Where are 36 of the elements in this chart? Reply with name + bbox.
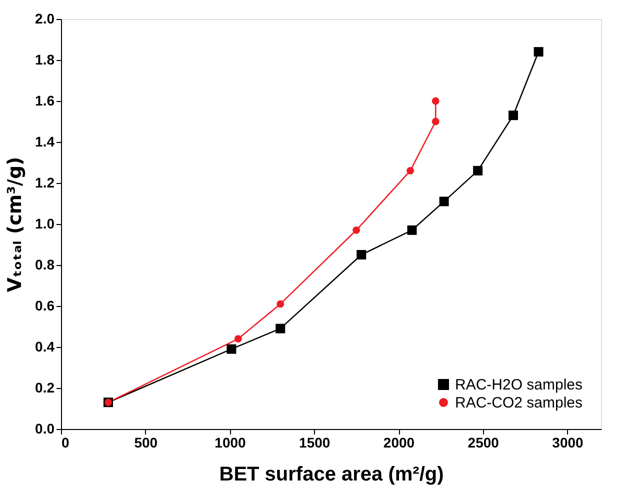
legend-label: RAC-CO2 samples (455, 394, 583, 412)
y-tick-label: 0.4 (35, 338, 55, 354)
y-tick-label: 0.6 (35, 298, 55, 314)
point (439, 196, 449, 206)
point (473, 166, 483, 176)
y-tick-label: 1.0 (35, 216, 55, 232)
x-tick-label: 2000 (383, 434, 415, 450)
x-tick-label: 0 (62, 434, 70, 450)
x-tick-label: 500 (134, 434, 158, 450)
y-tick-label: 1.4 (35, 134, 55, 150)
y-tick-label: 1.6 (35, 92, 55, 108)
x-tick-label: 1000 (214, 434, 246, 450)
x-axis-title: BET surface area (m²/g) (219, 464, 444, 486)
y-tick-label: 1.8 (35, 52, 55, 68)
x-tick-label: 3000 (552, 434, 584, 450)
y-tick-label: 2.0 (35, 10, 55, 26)
point (432, 118, 440, 126)
point (406, 167, 414, 174)
x-tick-label: 1500 (299, 434, 330, 450)
point (356, 250, 366, 260)
legend-label: RAC-H2O samples (455, 376, 583, 394)
point (508, 110, 518, 120)
point (352, 226, 360, 234)
x-tick-label: 2500 (468, 434, 500, 450)
y-tick-label: 1.2 (35, 174, 55, 190)
point (234, 335, 242, 342)
point (276, 300, 284, 308)
y-tick-label: 0.8 (35, 256, 55, 272)
point (432, 97, 440, 105)
point (534, 47, 544, 57)
point (276, 324, 286, 334)
y-axis-title: Vₜₒₜₐₗ (cm³/g) (4, 156, 26, 292)
y-tick-label: 0.0 (35, 420, 55, 436)
point (226, 344, 236, 354)
y-tick-label: 0.2 (35, 380, 55, 396)
point (407, 225, 417, 235)
